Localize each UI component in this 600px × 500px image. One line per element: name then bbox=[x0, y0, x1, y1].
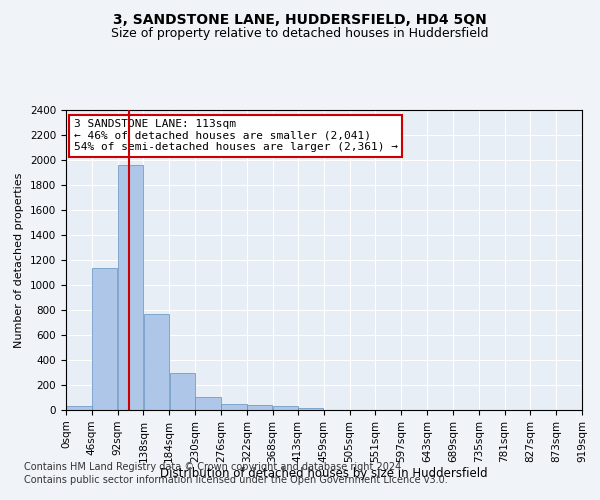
Text: Contains HM Land Registry data © Crown copyright and database right 2024.: Contains HM Land Registry data © Crown c… bbox=[24, 462, 404, 472]
Bar bbox=[118, 165, 143, 410]
Bar bbox=[196, 397, 221, 410]
Bar bbox=[92, 268, 118, 410]
Bar bbox=[66, 406, 92, 410]
Y-axis label: Number of detached properties: Number of detached properties bbox=[14, 172, 25, 348]
Text: 3, SANDSTONE LANE, HUDDERSFIELD, HD4 5QN: 3, SANDSTONE LANE, HUDDERSFIELD, HD4 5QN bbox=[113, 12, 487, 26]
Text: Contains public sector information licensed under the Open Government Licence v3: Contains public sector information licen… bbox=[24, 475, 448, 485]
Text: 3 SANDSTONE LANE: 113sqm
← 46% of detached houses are smaller (2,041)
54% of sem: 3 SANDSTONE LANE: 113sqm ← 46% of detach… bbox=[74, 119, 398, 152]
Bar bbox=[144, 314, 169, 410]
Bar bbox=[273, 406, 298, 410]
Bar bbox=[298, 408, 323, 410]
Bar bbox=[170, 372, 195, 410]
Text: Size of property relative to detached houses in Huddersfield: Size of property relative to detached ho… bbox=[111, 28, 489, 40]
Bar bbox=[247, 405, 272, 410]
X-axis label: Distribution of detached houses by size in Huddersfield: Distribution of detached houses by size … bbox=[160, 468, 488, 480]
Bar bbox=[221, 404, 247, 410]
